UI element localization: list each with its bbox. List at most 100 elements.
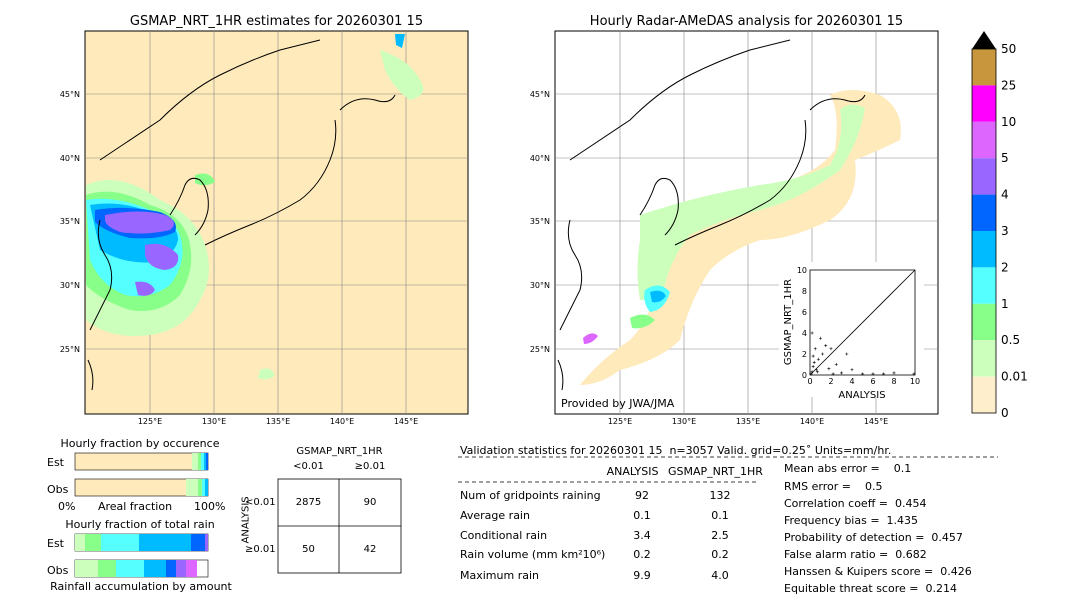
radar-credit: Provided by JWA/JMA xyxy=(561,397,675,410)
colorbar-extend-arrow xyxy=(972,31,996,49)
svg-text:40°N: 40°N xyxy=(60,154,80,163)
contingency-cell-01: 90 xyxy=(363,497,377,508)
svg-text:45°N: 45°N xyxy=(60,90,80,99)
scatter-point xyxy=(840,371,843,375)
scatter-points xyxy=(809,331,916,376)
scatter-inset: 0 2 4 6 8 10 0 2 4 6 8 10 ANALYSIS GSMAP_NRT_1HR xyxy=(779,262,924,401)
scatter-point xyxy=(827,367,831,371)
scatter-x-tick: 6 xyxy=(870,377,875,386)
left-map-lat-ticks: 45°N 40°N 35°N 30°N 25°N xyxy=(60,90,80,354)
scatter-y-tick: 6 xyxy=(802,308,807,317)
scatter-point xyxy=(912,372,916,376)
colorbar: 50 25 10 5 4 3 2 1 0.5 0.01 0 xyxy=(971,31,1028,420)
svg-text:35°N: 35°N xyxy=(530,217,550,226)
score-line: Equitable threat score = 0.214 xyxy=(784,582,957,595)
occurrence-est-bar xyxy=(74,452,209,471)
occurrence-row-obs: Obs xyxy=(47,483,69,496)
scatter-point xyxy=(810,370,814,374)
colorbar-segment xyxy=(972,158,996,195)
contingency-col-ge: ≥0.01 xyxy=(354,461,386,472)
validation-row-analysis: 92 xyxy=(635,489,649,502)
svg-text:25°N: 25°N xyxy=(60,345,80,354)
colorbar-segment xyxy=(972,303,996,341)
score-line: Frequency bias = 1.435 xyxy=(784,514,919,527)
occurrence-axis-left: 0% xyxy=(58,500,76,513)
validation-row-gsmap: 0.2 xyxy=(711,548,729,561)
validation-row-label: Num of gridpoints raining xyxy=(460,489,601,502)
svg-text:140°E: 140°E xyxy=(800,417,824,426)
svg-text:145°E: 145°E xyxy=(864,417,888,426)
scatter-point xyxy=(834,363,838,366)
svg-text:25°N: 25°N xyxy=(530,345,550,354)
colorbar-segment xyxy=(972,231,996,268)
right-map-coastline xyxy=(557,39,866,391)
svg-text:145°E: 145°E xyxy=(394,417,418,426)
validation-row-analysis: 0.1 xyxy=(633,509,651,522)
validation-row-gsmap: 2.5 xyxy=(711,529,729,542)
scatter-x-tick: 10 xyxy=(910,377,920,386)
validation-row-label: Maximum rain xyxy=(460,569,539,582)
scatter-point xyxy=(812,360,816,364)
colorbar-segments xyxy=(972,49,996,413)
colorbar-frame xyxy=(971,48,997,414)
svg-text:130°E: 130°E xyxy=(202,417,226,426)
validation-row-analysis: 3.4 xyxy=(633,529,651,542)
left-map-lon-ticks: 125°E 130°E 135°E 140°E 145°E xyxy=(138,417,418,426)
colorbar-segment xyxy=(972,194,996,231)
scatter-y-tick: 10 xyxy=(797,266,807,275)
validation-row-gsmap: 0.1 xyxy=(711,509,729,522)
colorbar-label: 1 xyxy=(1001,297,1009,311)
colorbar-label: 0 xyxy=(1001,406,1009,420)
validation-col-gsmap: GSMAP_NRT_1HR xyxy=(668,465,763,478)
scatter-y-tick: 4 xyxy=(802,329,807,338)
svg-text:30°N: 30°N xyxy=(530,281,550,290)
svg-text:125°E: 125°E xyxy=(608,417,632,426)
scatter-point xyxy=(813,347,817,351)
scatter-x-tick: 8 xyxy=(891,377,896,386)
scatter-point xyxy=(845,352,849,356)
contingency-row-lt: <0.01 xyxy=(245,497,276,508)
colorbar-segment xyxy=(972,49,996,86)
scatter-point xyxy=(821,352,825,356)
score-line: Probability of detection = 0.457 xyxy=(784,531,963,544)
validation-row-gsmap: 132 xyxy=(709,489,731,502)
contingency-row-header: ANALYSIS xyxy=(240,496,252,544)
scatter-y-tick: 8 xyxy=(802,287,807,296)
scatter-y-ticks: 0 2 4 6 8 10 xyxy=(797,266,807,380)
score-line: Correlation coeff = 0.454 xyxy=(784,497,927,510)
left-map-rain xyxy=(86,34,424,380)
colorbar-label: 4 xyxy=(1001,188,1009,202)
scatter-point xyxy=(892,371,896,375)
scatter-point xyxy=(831,372,835,376)
score-line: False alarm ratio = 0.682 xyxy=(784,548,927,561)
occurrence-axis-right: 100% xyxy=(194,500,226,513)
svg-text:135°E: 135°E xyxy=(736,417,760,426)
contingency-col-lt: <0.01 xyxy=(293,461,324,472)
colorbar-label: 25 xyxy=(1001,78,1016,92)
scatter-point xyxy=(815,370,819,374)
svg-text:140°E: 140°E xyxy=(330,417,354,426)
colorbar-label: 50 xyxy=(1001,42,1016,56)
scatter-point xyxy=(810,331,814,335)
svg-text:40°N: 40°N xyxy=(530,154,550,163)
validation-header: Validation statistics for 20260301 15 n=… xyxy=(460,444,892,457)
colorbar-segment xyxy=(972,376,996,413)
scatter-point xyxy=(850,368,854,372)
scatter-diagonal xyxy=(809,269,916,376)
occurrence-row-est: Est xyxy=(47,456,64,469)
scatter-x-tick: 4 xyxy=(849,377,854,386)
scatter-point xyxy=(871,372,875,376)
scatter-point xyxy=(824,344,828,348)
svg-text:125°E: 125°E xyxy=(138,417,162,426)
scatter-ylabel: GSMAP_NRT_1HR xyxy=(783,279,794,365)
contingency-cell-10: 50 xyxy=(302,544,315,555)
total-rain-bars xyxy=(74,533,209,578)
svg-text:135°E: 135°E xyxy=(266,417,290,426)
contingency-cell-00: 2875 xyxy=(295,497,322,508)
scatter-xlabel: ANALYSIS xyxy=(838,390,885,401)
validation-row-label: Average rain xyxy=(460,509,530,522)
validation-row-label: Conditional rain xyxy=(460,529,548,542)
svg-text:30°N: 30°N xyxy=(60,281,80,290)
contingency-cell-11: 42 xyxy=(363,544,377,555)
validation-row-gsmap: 4.0 xyxy=(711,569,729,582)
